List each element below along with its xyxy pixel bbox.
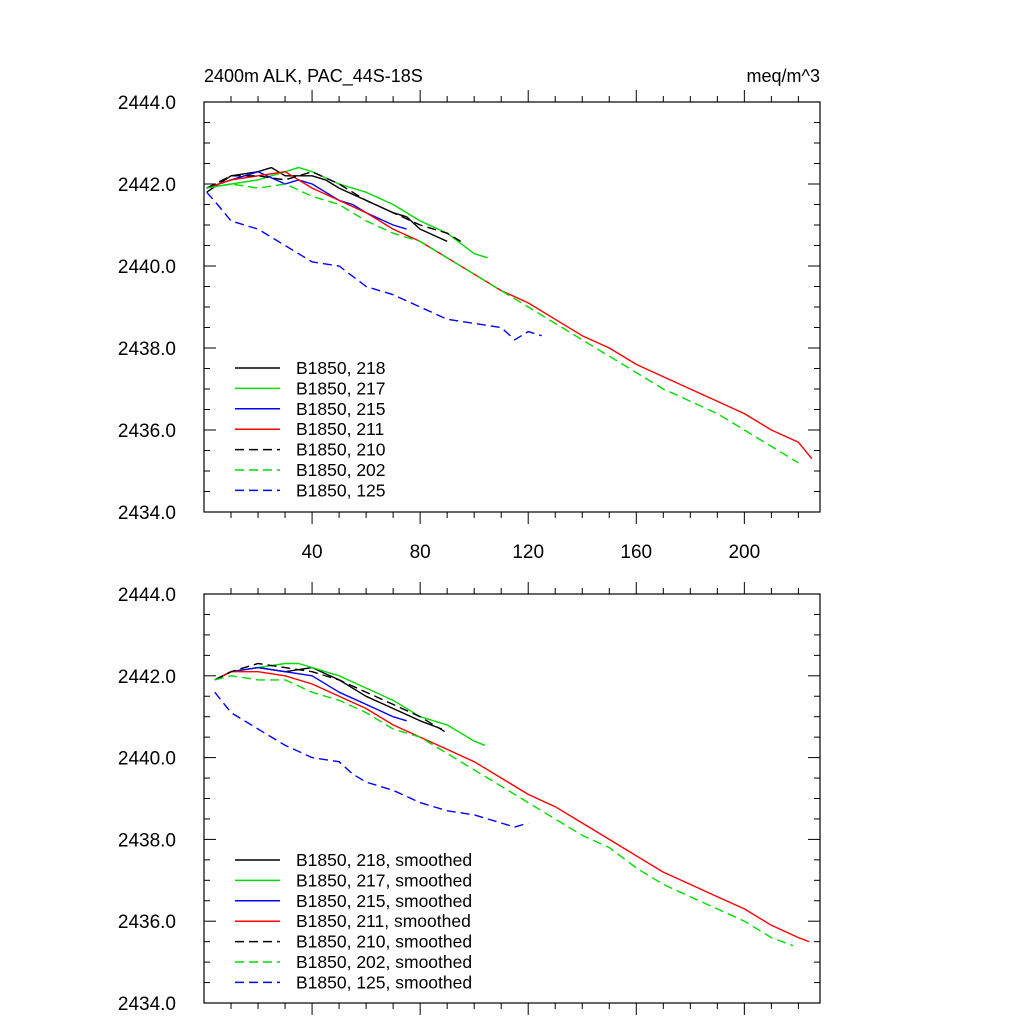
chart-title: 2400m ALK, PAC_44S-18S: [204, 66, 423, 87]
legend-label: B1850, 211, smoothed: [296, 911, 471, 931]
y-tick-label: 2440.0: [118, 749, 176, 770]
series-line-4: [214, 671, 810, 943]
series-line-6: [206, 183, 799, 464]
legend-label: B1850, 217: [296, 378, 386, 398]
legend-label: B1850, 202, smoothed: [296, 952, 472, 972]
series-line-7: [214, 691, 529, 828]
legend-label: B1850, 217, smoothed: [296, 870, 472, 890]
x-tick-label: 80: [410, 542, 431, 563]
chart-panel-1: 2400m ALK, PAC_44S-18S meq/m^3 2434.0 2436.…: [118, 66, 821, 563]
y-tick-label: 2444.0: [118, 93, 176, 114]
y-tick-label: 2438.0: [118, 339, 176, 360]
series-line-5: [214, 662, 448, 734]
legend-label: B1850, 215: [296, 399, 386, 419]
y-tick-label: 2444.0: [118, 585, 176, 606]
series-line-7: [206, 191, 542, 341]
legend-label: B1850, 215, smoothed: [296, 891, 472, 911]
y-tick-label: 2436.0: [118, 912, 176, 933]
series-line-2: [206, 166, 488, 259]
x-tick-label: 40: [301, 542, 322, 563]
legend-label: B1850, 125, smoothed: [296, 972, 472, 992]
x-tick-label: 200: [728, 542, 760, 563]
legend-label: B1850, 218, smoothed: [296, 850, 472, 870]
chart-panel-2: 2434.0 2436.0 2438.0 2440.0 2442.0 2444.0 B185…: [118, 582, 821, 1015]
series-line-4: [206, 170, 813, 460]
series-line-5: [206, 170, 462, 242]
y-tick-label: 2436.0: [118, 421, 176, 442]
y-tick-label: 2442.0: [118, 175, 176, 196]
legend-label: B1850, 218: [296, 358, 386, 378]
series-line-3: [206, 170, 407, 230]
legend-label: B1850, 211: [296, 419, 384, 439]
y-tick-label: 2434.0: [118, 994, 176, 1015]
x-tick-label: 160: [620, 542, 652, 563]
units-label: meq/m^3: [747, 66, 820, 86]
legend-label: B1850, 125: [296, 480, 386, 500]
series-line-2: [214, 662, 486, 746]
y-tick-label: 2438.0: [118, 830, 176, 851]
series-line-6: [214, 675, 794, 947]
y-tick-label: 2442.0: [118, 667, 176, 688]
legend-label: B1850, 210: [296, 440, 386, 460]
y-tick-label: 2440.0: [118, 257, 176, 278]
legend-label: B1850, 210, smoothed: [296, 932, 472, 952]
x-tick-label: 120: [512, 542, 544, 563]
y-tick-label: 2434.0: [118, 503, 176, 524]
legend-label: B1850, 202: [296, 460, 386, 480]
series-line-3: [214, 666, 407, 722]
